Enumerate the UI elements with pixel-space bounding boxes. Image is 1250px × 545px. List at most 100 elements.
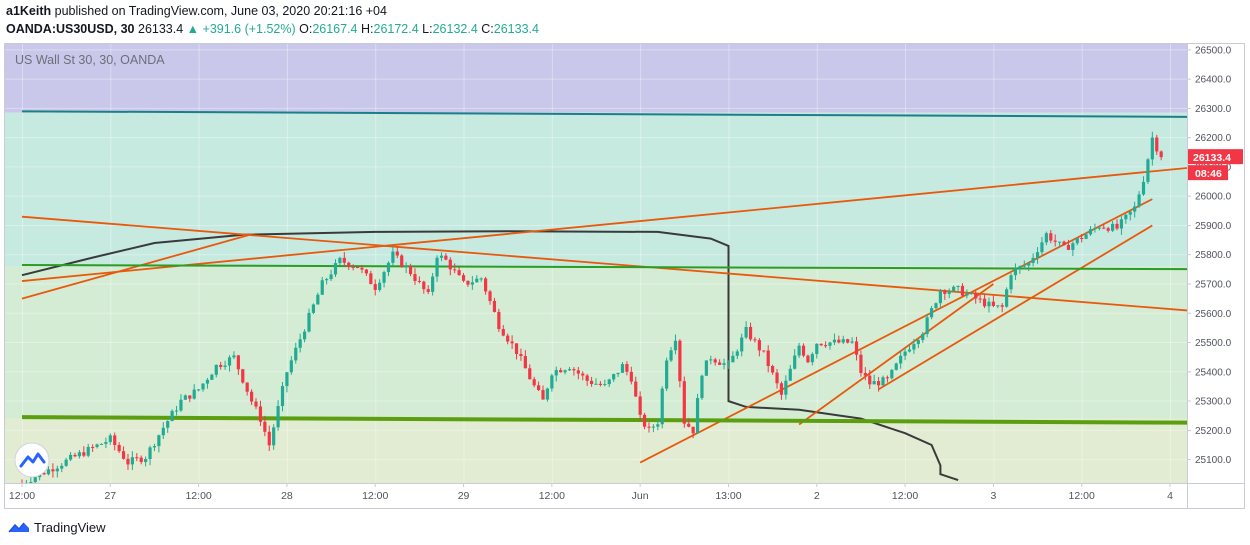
candle-body bbox=[316, 294, 320, 305]
candle-body bbox=[152, 446, 157, 448]
candle-body bbox=[60, 465, 64, 469]
candle-body bbox=[921, 333, 925, 341]
resistance-line-teal bbox=[21, 110, 1187, 118]
time-tick-label: 29 bbox=[458, 490, 470, 502]
zone-lower bbox=[5, 418, 1187, 483]
time-tick-label: 12:00 bbox=[1069, 490, 1095, 502]
candle-body bbox=[987, 301, 991, 307]
candle-body bbox=[863, 372, 867, 376]
candle-body bbox=[1035, 252, 1040, 258]
candle-body bbox=[1119, 219, 1124, 229]
candle-body bbox=[294, 347, 298, 361]
candle-body bbox=[801, 345, 806, 356]
candle-body bbox=[183, 395, 187, 400]
price-tick-label: 25800.0 bbox=[1195, 250, 1232, 261]
price-tick-label: 25900.0 bbox=[1195, 221, 1232, 232]
candle-body bbox=[117, 444, 121, 452]
candle-body bbox=[466, 280, 470, 285]
last-price-tag-text: 26133.4 bbox=[1193, 152, 1231, 164]
last-price: 26133.4 bbox=[138, 22, 184, 36]
chart-logo-icon[interactable] bbox=[14, 442, 50, 478]
candle-body bbox=[731, 355, 735, 363]
author-name[interactable]: a1Keith bbox=[6, 4, 52, 18]
candle-body bbox=[589, 380, 594, 385]
candle-body bbox=[647, 426, 651, 428]
candle-body bbox=[311, 304, 316, 313]
candle-body bbox=[1124, 214, 1128, 220]
candle-body bbox=[740, 337, 744, 352]
candle-body bbox=[289, 360, 293, 373]
chart-frame[interactable] bbox=[4, 43, 1245, 509]
candle-body bbox=[263, 421, 267, 432]
time-tick-label: 28 bbox=[281, 490, 293, 502]
candle-body bbox=[448, 259, 452, 270]
candle-body bbox=[881, 377, 885, 386]
candle-body bbox=[894, 363, 898, 370]
plot-area bbox=[5, 44, 1187, 483]
candle-body bbox=[325, 279, 329, 281]
candle-body bbox=[1027, 262, 1031, 266]
candle-body bbox=[876, 381, 881, 386]
candle-body bbox=[1062, 241, 1066, 245]
price-tick-label: 25500.0 bbox=[1195, 338, 1232, 349]
candle-body bbox=[364, 269, 368, 274]
time-tick-label: 27 bbox=[104, 490, 116, 502]
publish-info: a1Keith published on TradingView.com, Ju… bbox=[6, 4, 387, 18]
candle-body bbox=[567, 369, 572, 371]
candle-body bbox=[444, 255, 448, 260]
candle-body bbox=[1040, 242, 1044, 253]
candle-body bbox=[841, 339, 845, 343]
candle-body bbox=[320, 280, 324, 295]
candle-body bbox=[1102, 227, 1106, 229]
candle-body bbox=[285, 372, 289, 387]
candle-body bbox=[824, 345, 828, 347]
time-tick-label: Jun bbox=[632, 490, 649, 502]
candle-body bbox=[461, 275, 466, 281]
candle-body bbox=[148, 447, 152, 459]
candle-body bbox=[113, 435, 117, 445]
candle-body bbox=[872, 381, 876, 385]
candle-body bbox=[846, 339, 850, 343]
candle-body bbox=[766, 350, 770, 366]
candle-body bbox=[276, 406, 280, 428]
candle-body bbox=[956, 285, 960, 287]
candle-body bbox=[603, 384, 607, 386]
candle-body bbox=[64, 459, 68, 466]
candle-body bbox=[258, 406, 263, 422]
profile-curve bbox=[21, 230, 959, 482]
candle-body bbox=[188, 395, 192, 399]
candle-body bbox=[439, 255, 444, 258]
candle-body bbox=[121, 451, 126, 459]
footer: TradingView bbox=[8, 518, 106, 536]
candle-body bbox=[528, 368, 532, 380]
countdown-tag bbox=[1188, 165, 1228, 181]
candle-body bbox=[497, 311, 501, 330]
footer-brand[interactable]: TradingView bbox=[34, 519, 106, 535]
candle-body bbox=[1084, 234, 1088, 239]
candle-body bbox=[479, 278, 483, 280]
candle-body bbox=[404, 266, 408, 268]
candle-body bbox=[828, 342, 832, 346]
close-label: C: bbox=[481, 22, 494, 36]
candle-body bbox=[342, 257, 346, 263]
chart-title: US Wall St 30, 30, OANDA bbox=[15, 53, 165, 67]
candle-body bbox=[1111, 223, 1115, 231]
price-tick-label: 26000.0 bbox=[1195, 192, 1232, 203]
candle-body bbox=[572, 369, 576, 371]
candle-body bbox=[775, 372, 779, 384]
candle-body bbox=[236, 355, 240, 370]
candle-body bbox=[378, 282, 382, 290]
tradingview-logo-icon[interactable] bbox=[8, 520, 30, 534]
price-tick-label: 25600.0 bbox=[1195, 309, 1232, 320]
candle-body bbox=[219, 364, 223, 367]
candle-body bbox=[250, 391, 254, 402]
candle-body bbox=[1066, 244, 1071, 250]
candle-body bbox=[952, 286, 956, 292]
candle-body bbox=[890, 369, 894, 379]
candle-body bbox=[819, 343, 823, 346]
candle-body bbox=[1115, 223, 1119, 229]
candle-body bbox=[386, 262, 391, 273]
candle-body bbox=[929, 308, 934, 318]
candle-body bbox=[373, 284, 377, 290]
